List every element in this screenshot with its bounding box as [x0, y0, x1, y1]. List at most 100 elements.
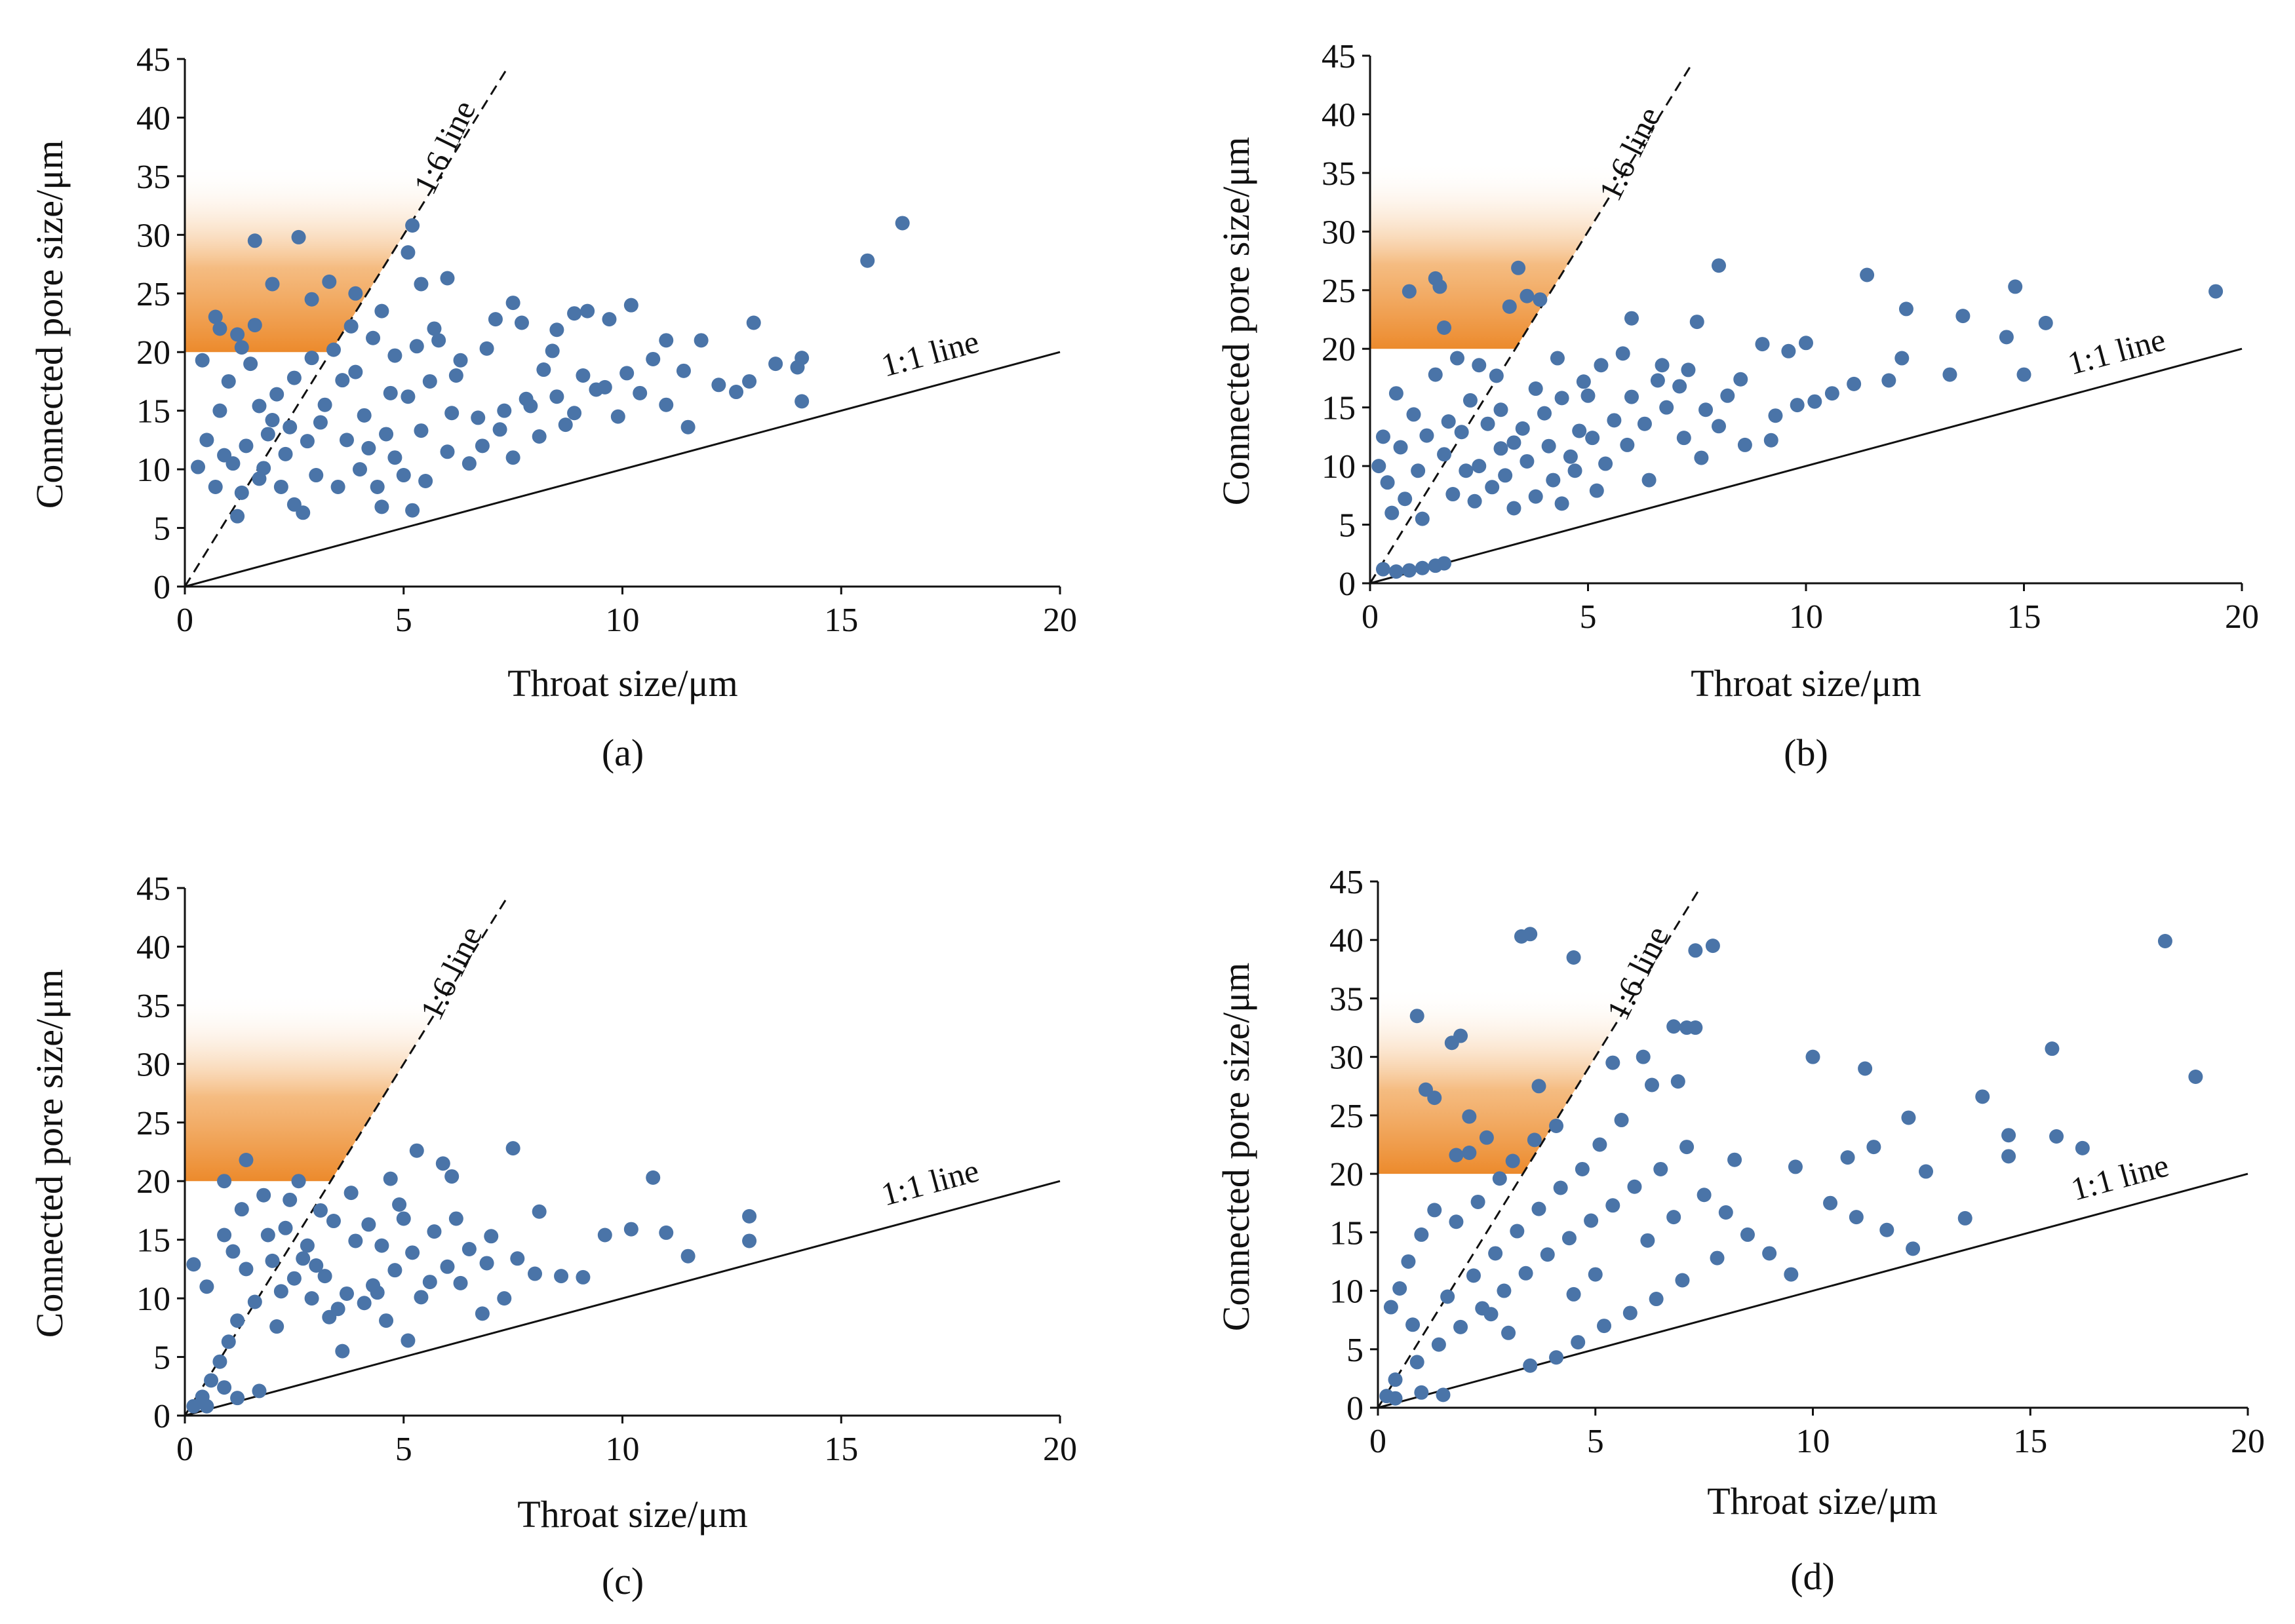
highlight-region [185, 164, 448, 353]
data-point [471, 410, 486, 425]
data-point [580, 303, 595, 319]
data-point [1510, 1224, 1525, 1239]
data-point [1528, 489, 1543, 504]
data-point [1681, 362, 1696, 377]
data-point [532, 1204, 547, 1219]
data-point [1409, 1355, 1424, 1370]
data-point [226, 1244, 241, 1259]
data-point [317, 397, 332, 412]
data-point [532, 429, 547, 444]
scatter-points [1371, 258, 2224, 579]
x-tick-label: 10 [606, 1431, 640, 1468]
data-point [860, 253, 875, 268]
data-point [1427, 1203, 1442, 1218]
data-point [1999, 330, 2014, 345]
data-point [1523, 1358, 1538, 1373]
data-point [2075, 1140, 2090, 1155]
data-point [1705, 938, 1720, 954]
data-point [1666, 1019, 1681, 1034]
data-point [348, 286, 363, 301]
data-point [1620, 437, 1635, 452]
data-point [1384, 505, 1400, 520]
data-point [1942, 367, 1957, 382]
data-point [239, 1153, 254, 1168]
data-point [1840, 1150, 1855, 1165]
y-tick-label: 15 [1322, 390, 1356, 427]
data-point [1576, 374, 1591, 389]
highlight-area [1370, 161, 1632, 349]
data-point [510, 1251, 525, 1266]
data-point [1768, 408, 1783, 423]
data-point [1675, 1273, 1690, 1288]
data-point [1733, 372, 1748, 387]
data-point [1498, 468, 1513, 483]
data-point [1553, 1180, 1568, 1195]
data-point [711, 377, 726, 393]
data-point [545, 343, 560, 358]
data-point [387, 348, 402, 363]
data-point [1906, 1241, 1921, 1256]
data-point [1518, 1266, 1533, 1281]
ref-line-1-1 [1377, 1172, 2248, 1409]
data-point [1392, 1281, 1407, 1296]
data-point [1615, 346, 1630, 361]
data-point [431, 333, 446, 348]
y-tick-label: 25 [1322, 273, 1356, 310]
data-point [1454, 425, 1469, 440]
data-point [1718, 1205, 1733, 1220]
data-point [1624, 389, 1639, 404]
reference-lines [184, 894, 1061, 1417]
data-point [291, 1174, 306, 1189]
data-point [1419, 428, 1434, 443]
data-point [1537, 406, 1552, 421]
data-point [1427, 1091, 1442, 1106]
data-point [1383, 1300, 1398, 1315]
data-point [195, 353, 210, 368]
data-point [1388, 564, 1403, 579]
data-point [1431, 1337, 1446, 1352]
data-point [1799, 336, 1813, 351]
y-tick-label: 45 [1329, 864, 1363, 901]
highlight-area [1378, 986, 1639, 1174]
data-point [1655, 358, 1670, 373]
y-tick-label: 10 [136, 1281, 170, 1318]
data-point [1641, 473, 1657, 488]
data-point [234, 1202, 249, 1217]
data-point [309, 1258, 324, 1273]
panel-label: (b) [1784, 731, 1828, 774]
x-tick-label: 5 [395, 1431, 412, 1468]
data-point [1860, 267, 1875, 282]
data-point [1449, 1214, 1464, 1229]
data-point [1453, 1319, 1468, 1334]
data-point [2001, 1128, 2016, 1143]
data-point [1694, 450, 1709, 465]
y-axis-title: Connected pore size/μm [1215, 963, 1257, 1332]
ref-label-1-6: 1:6 line [413, 920, 490, 1026]
data-point [230, 327, 245, 342]
data-point [659, 397, 674, 412]
data-point [286, 370, 302, 385]
y-tick-label: 0 [153, 1398, 170, 1435]
data-point [409, 1143, 424, 1158]
data-point [1488, 1246, 1503, 1261]
data-point [1472, 459, 1487, 474]
data-point [414, 423, 429, 438]
ref-label-1-6: 1:6 line [1599, 920, 1676, 1026]
tick-labels: 0 5 10 15 20 0 5 10 15 20 25 30 35 40 45 [136, 870, 1077, 1468]
data-point [1505, 1153, 1520, 1169]
data-point [348, 364, 363, 379]
data-point [1506, 435, 1521, 450]
data-point [186, 1257, 201, 1272]
ref-label-1-6: 1:6 line [406, 94, 483, 200]
data-point [746, 315, 761, 330]
data-point [2208, 284, 2224, 299]
data-point [623, 1222, 638, 1237]
data-point [742, 1233, 757, 1248]
data-point [1737, 437, 1752, 452]
data-point [1575, 1161, 1590, 1176]
panel-label: (d) [1790, 1555, 1835, 1598]
data-point [422, 1275, 437, 1290]
data-point [1489, 368, 1504, 383]
y-axis-title: Connected pore size/μm [28, 140, 71, 509]
data-point [300, 1238, 315, 1253]
